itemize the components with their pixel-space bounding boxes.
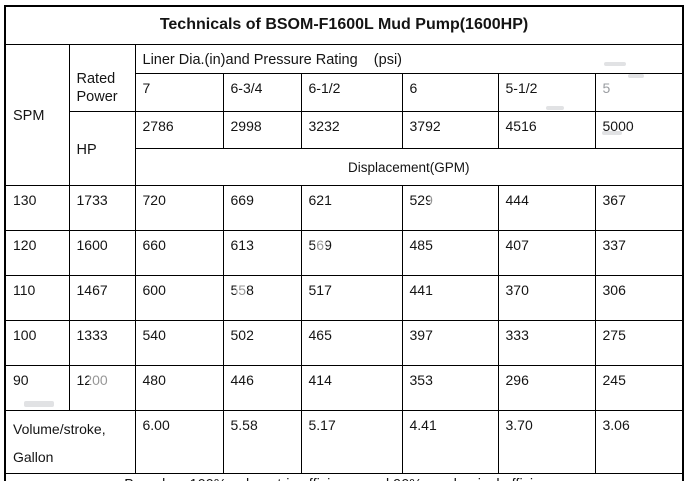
rated-power-header: Rated Power — [68, 43, 136, 112]
gpm-cell: 465 — [300, 319, 403, 366]
hp-value-cell: 1467 — [68, 274, 136, 321]
table-row: 110 1467 600 558 517 441 370 306 — [4, 274, 684, 321]
gpm-cell: 333 — [497, 319, 596, 366]
volume-cell: 3.70 — [497, 409, 596, 474]
displacement-header: Displacement(GPM) — [134, 147, 684, 186]
gpm-cell: 720 — [134, 184, 224, 231]
table-row: 120 1600 660 613 569 485 407 337 — [4, 229, 684, 276]
pressure-ratings-row: HP 2786 2998 3232 3792 4516 5000 — [5, 110, 684, 186]
gpm-cell: 414 — [300, 364, 403, 411]
gpm-cell: 485 — [401, 229, 499, 276]
liner-size-cell: 6-3/4 — [222, 72, 302, 112]
gpm-cell: 441 — [401, 274, 499, 321]
liner-size-cell: 7 — [134, 72, 224, 112]
hp-value-cell: 1733 — [68, 184, 136, 231]
gpm-cell: 306 — [594, 274, 684, 321]
pressure-cell: 5000 — [594, 110, 684, 149]
liner-size-cell: 6-1/2 — [300, 72, 403, 112]
volume-stroke-line2: Gallon — [13, 448, 54, 465]
volume-per-stroke-row: Volume/stroke, Gallon 6.00 5.58 5.17 4.4… — [4, 409, 684, 474]
spm-value-cell: 100 — [4, 319, 70, 366]
gpm-cell: 245 — [594, 364, 684, 411]
volume-cell: 5.17 — [300, 409, 403, 474]
gpm-cell: 660 — [134, 229, 224, 276]
gpm-cell: 370 — [497, 274, 596, 321]
volume-cell: 6.00 — [134, 409, 224, 474]
table-row: 130 1733 720 669 621 529 444 367 — [4, 184, 684, 231]
hp-value-cell: 1200 — [68, 364, 136, 411]
gpm-cell: 569 — [300, 229, 403, 276]
liner-header-row: SPM Rated Power Liner Dia.(in)and Pressu… — [4, 43, 684, 186]
gpm-cell: 480 — [134, 364, 224, 411]
gpm-cell: 529 — [401, 184, 499, 231]
gpm-cell: 621 — [300, 184, 403, 231]
gpm-cell: 296 — [497, 364, 596, 411]
gpm-cell: 407 — [497, 229, 596, 276]
liner-size-cell: 5-1/2 — [497, 72, 596, 112]
volume-cell: 5.58 — [222, 409, 302, 474]
gpm-cell: 367 — [594, 184, 684, 231]
spm-value-cell: 110 — [4, 274, 70, 321]
gpm-cell: 444 — [497, 184, 596, 231]
gpm-cell: 600 — [134, 274, 224, 321]
title-row: Technicals of BSOM-F1600L Mud Pump(1600H… — [4, 5, 684, 45]
liner-dia-pressure-header: Liner Dia.(in)and Pressure Rating (psi) — [134, 43, 684, 74]
table-row: 100 1333 540 502 465 397 333 275 — [4, 319, 684, 366]
gpm-cell: 397 — [401, 319, 499, 366]
liner-size-cell: 6 — [401, 72, 499, 112]
pressure-cell: 3792 — [401, 110, 499, 149]
table-row: 90 1200 480 446 414 353 296 245 — [4, 364, 684, 411]
spm-header: SPM — [4, 43, 70, 186]
gpm-cell: 540 — [134, 319, 224, 366]
volume-cell: 3.06 — [594, 409, 684, 474]
gpm-cell: 275 — [594, 319, 684, 366]
pressure-cell: 2786 — [134, 110, 224, 149]
spm-value-cell: 120 — [4, 229, 70, 276]
liner-sizes-row: 7 6-3/4 6-1/2 6 5-1/2 5 — [5, 72, 684, 112]
gpm-cell: 446 — [222, 364, 302, 411]
displacement-header-row: Displacement(GPM) — [5, 147, 684, 186]
gpm-cell: 517 — [300, 274, 403, 321]
pressure-cell: 4516 — [497, 110, 596, 149]
pressure-cell: 2998 — [222, 110, 302, 149]
volume-stroke-label: Volume/stroke, Gallon — [4, 409, 136, 474]
mud-pump-spec-table: Technicals of BSOM-F1600L Mud Pump(1600H… — [4, 5, 684, 481]
gpm-cell: 502 — [222, 319, 302, 366]
volume-cell: 4.41 — [401, 409, 499, 474]
gpm-cell: 669 — [222, 184, 302, 231]
gpm-cell: 337 — [594, 229, 684, 276]
gpm-cell: 558 — [222, 274, 302, 321]
volume-stroke-line1: Volume/stroke, — [13, 420, 106, 437]
hp-value-cell: 1600 — [68, 229, 136, 276]
gpm-cell: 353 — [401, 364, 499, 411]
efficiency-note: Based on 100% volumetric efficiency and … — [4, 472, 684, 481]
table-title: Technicals of BSOM-F1600L Mud Pump(1600H… — [4, 5, 684, 45]
footer-row: Based on 100% volumetric efficiency and … — [4, 472, 684, 481]
gpm-cell: 613 — [222, 229, 302, 276]
spm-value-cell: 90 — [4, 364, 70, 411]
liner-size-cell: 5 — [594, 72, 684, 112]
spm-value-cell: 130 — [4, 184, 70, 231]
hp-header: HP — [68, 110, 136, 186]
hp-value-cell: 1333 — [68, 319, 136, 366]
pressure-cell: 3232 — [300, 110, 403, 149]
